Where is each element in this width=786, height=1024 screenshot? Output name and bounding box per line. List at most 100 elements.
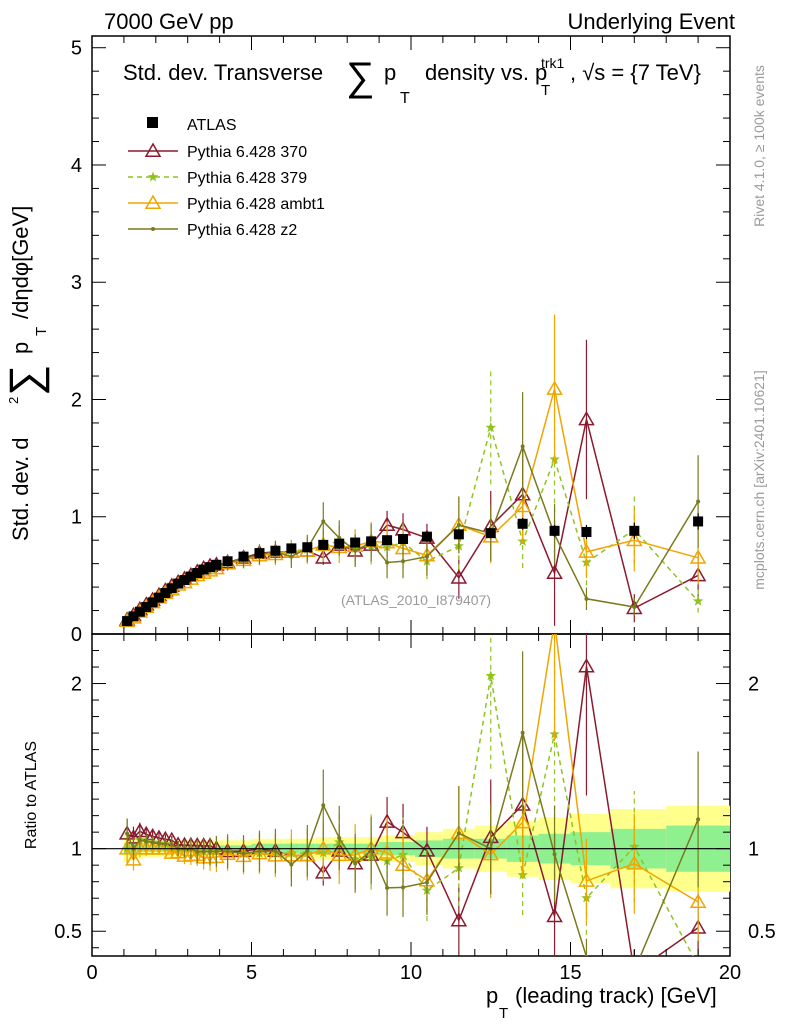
ratio-series xyxy=(118,634,707,978)
ratio-point-pythia-6-428-z2 xyxy=(353,861,358,866)
header-left: 7000 GeV pp xyxy=(104,9,234,34)
ratio-point-pythia-6-428-ambt1 xyxy=(125,851,142,866)
y-tick-label: 0 xyxy=(71,624,82,646)
xlabel-c: (leading track) [GeV] xyxy=(515,983,717,1008)
ratio-y-label: Ratio to ATLAS xyxy=(23,741,40,849)
ratio-point-pythia-6-428-z2 xyxy=(305,848,310,853)
ratio-point-pythia-6-428-z2 xyxy=(214,849,219,854)
ratio-point-pythia-6-428-z2 xyxy=(632,969,636,973)
ratio-point-pythia-6-428-z2 xyxy=(273,848,278,853)
point-atlas xyxy=(421,531,432,542)
point-atlas xyxy=(238,551,249,562)
point-atlas xyxy=(185,571,196,582)
ratio-point-pythia-6-428-ambt1 xyxy=(118,840,136,855)
ratio-tick-label: 0.5 xyxy=(54,921,82,943)
ratio-point-pythia-6-428-ambt1 xyxy=(314,840,332,855)
ratio-point-pythia-6-428-z2 xyxy=(150,840,155,845)
ratio-point-pythia-6-428-z2 xyxy=(208,849,213,854)
legend-marker-atlas xyxy=(147,117,158,128)
title-part-c: T xyxy=(400,90,410,107)
x-tick-label: 10 xyxy=(400,962,422,984)
ratio-point-pythia-6-428-z2 xyxy=(163,841,168,846)
ratio-point-pythia-6-428-370 xyxy=(627,966,641,978)
ratio-point-pythia-6-428-ambt1 xyxy=(514,813,531,829)
legend-label-pythia-6-428-ambt1: Pythia 6.428 ambt1 xyxy=(187,196,325,213)
legend-label-atlas: ATLAS xyxy=(187,117,237,134)
ratio-point-pythia-6-428-ambt1 xyxy=(689,893,707,908)
ratio-point-pythia-6-428-379 xyxy=(693,960,703,970)
point-atlas xyxy=(128,611,139,622)
ratio-point-pythia-6-428-370 xyxy=(450,912,468,927)
point-atlas xyxy=(382,535,393,546)
ratio-tick-label-right: 2 xyxy=(748,674,759,696)
legend-marker-pythia-6-428-379 xyxy=(147,171,159,182)
ratio-point-pythia-6-428-370 xyxy=(546,907,563,923)
point-atlas xyxy=(205,562,216,573)
point-atlas xyxy=(318,539,329,550)
ratio-tick-label-right: 1 xyxy=(748,839,759,861)
point-pythia-6-428-ambt1 xyxy=(546,380,563,395)
point-pythia-6-428-370 xyxy=(314,549,332,564)
title-part-e: trk1 xyxy=(541,55,565,71)
point-atlas xyxy=(302,542,313,553)
point-atlas xyxy=(286,543,297,554)
title-part-b: p xyxy=(384,60,396,85)
legend-label-pythia-6-428-370: Pythia 6.428 370 xyxy=(187,144,307,161)
title-part-d: density vs. p xyxy=(425,60,547,85)
xlabel-a: p xyxy=(486,983,498,1008)
point-pythia-6-428-ambt1 xyxy=(689,549,707,564)
ratio-point-pythia-6-428-z2 xyxy=(337,835,342,840)
xlabel-b: T xyxy=(499,1005,508,1022)
ratio-tick-label-right: 0.5 xyxy=(748,921,776,943)
ratio-point-pythia-6-428-z2 xyxy=(520,730,525,735)
point-atlas xyxy=(198,564,209,575)
point-pythia-6-428-z2 xyxy=(289,554,294,559)
y-tick-label: 3 xyxy=(71,272,82,294)
y-tick-label: 1 xyxy=(71,507,82,529)
ratio-point-pythia-6-428-z2 xyxy=(144,839,149,844)
ylabel-b: 2 xyxy=(6,397,21,404)
point-atlas xyxy=(211,559,222,570)
ratio-point-pythia-6-428-ambt1 xyxy=(378,844,396,859)
point-atlas xyxy=(270,545,281,556)
ratio-point-pythia-6-428-z2 xyxy=(369,848,374,853)
axis-ticks: 0 5 10 15 20 0 1 2 3 4 5 0.5 0.5 1 1 2 2 xyxy=(54,36,776,984)
mcplots-label: mcplots.cern.ch [arXiv:2401.10621] xyxy=(751,370,767,589)
point-atlas xyxy=(173,578,184,589)
title-part-f: T xyxy=(541,82,550,99)
point-pythia-6-428-z2 xyxy=(424,554,429,559)
ratio-point-pythia-6-428-370 xyxy=(578,657,595,673)
title-part-a: Std. dev. Transverse xyxy=(123,60,323,85)
point-atlas xyxy=(629,525,640,536)
ratio-point-pythia-6-428-z2 xyxy=(584,954,589,956)
ratio-tick-label: 1 xyxy=(71,839,82,861)
ratio-point-pythia-6-428-z2 xyxy=(125,831,130,836)
point-atlas xyxy=(453,529,464,540)
ratio-point-pythia-6-428-ambt1 xyxy=(169,843,187,859)
ratio-point-pythia-6-428-z2 xyxy=(225,849,230,854)
x-tick-label: 0 xyxy=(86,962,97,984)
title-sum-glyph: ∑ xyxy=(346,55,375,99)
ratio-point-pythia-6-428-z2 xyxy=(289,862,294,867)
point-pythia-6-428-z2 xyxy=(696,499,701,504)
point-atlas xyxy=(581,526,592,537)
x-axis-label: p T (leading track) [GeV] xyxy=(486,983,717,1022)
ratio-point-pythia-6-428-z2 xyxy=(385,885,390,890)
legend-label-pythia-6-428-379: Pythia 6.428 379 xyxy=(187,170,307,187)
x-tick-label: 15 xyxy=(559,962,581,984)
header-right: Underlying Event xyxy=(567,9,735,34)
point-pythia-6-428-370 xyxy=(546,564,563,580)
y-tick-label: 4 xyxy=(71,155,82,177)
point-atlas xyxy=(366,536,377,547)
point-pythia-6-428-z2 xyxy=(520,444,525,449)
legend-marker-pythia-6-428-z2 xyxy=(151,227,155,231)
ylabel-e: /dηdφ[GeV] xyxy=(8,206,33,319)
point-atlas xyxy=(222,556,233,567)
x-tick-label: 5 xyxy=(246,962,257,984)
point-atlas xyxy=(693,516,704,527)
ylabel-a: Std. dev. d xyxy=(8,437,33,541)
point-pythia-6-428-379 xyxy=(485,422,496,433)
point-atlas xyxy=(160,587,171,598)
legend-label-pythia-6-428-z2: Pythia 6.428 z2 xyxy=(187,222,297,239)
